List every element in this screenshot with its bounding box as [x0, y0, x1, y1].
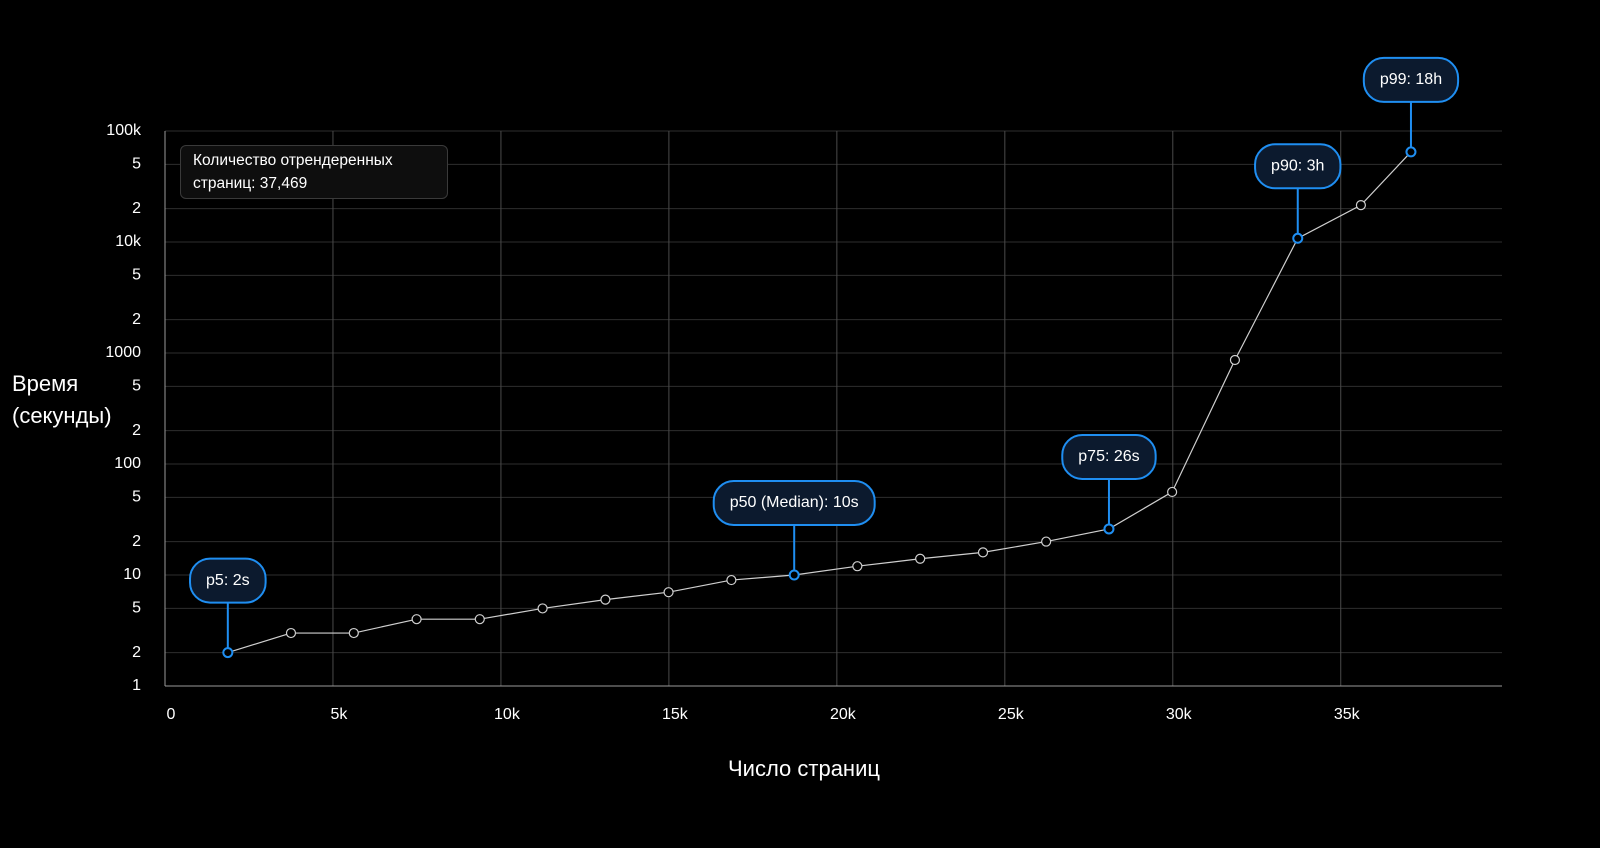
- annotation-label: p75: 26s: [1078, 448, 1139, 465]
- annotation-box: [189, 557, 267, 604]
- annotation-box: [1362, 56, 1460, 103]
- data-point: [1355, 199, 1367, 211]
- data-point: [411, 614, 422, 625]
- data-point: [852, 561, 863, 572]
- data-point: [1405, 146, 1417, 158]
- y-tick-label: 1000: [105, 344, 141, 361]
- data-line: [227, 151, 1412, 654]
- data-point: [285, 627, 297, 639]
- y-tick-label: 5: [132, 600, 141, 617]
- x-tick-label: 30k: [1166, 706, 1193, 723]
- annotation: p90: 3h: [1254, 143, 1342, 235]
- annotation: p50 (Median): 10s: [712, 480, 876, 571]
- annotation-box: [712, 480, 876, 526]
- annotation-label: p50 (Median): 10s: [730, 494, 859, 511]
- info-box: Количество отрендеренных страниц: 37,469: [180, 145, 448, 199]
- y-tick-label: 5: [132, 156, 141, 173]
- data-point: [222, 647, 234, 659]
- data-point: [1229, 354, 1241, 366]
- data-point: [726, 574, 737, 586]
- y-axis-title: Время (секунды): [12, 371, 112, 428]
- x-tick-label: 15k: [662, 706, 689, 723]
- data-point: [788, 569, 800, 581]
- x-tick-label: 25k: [998, 706, 1025, 723]
- y-tick-label: 5: [132, 378, 141, 395]
- data-point: [537, 603, 548, 614]
- data-point: [1103, 523, 1115, 535]
- annotation-label: p5: 2s: [206, 572, 250, 589]
- x-tick-label: 20k: [830, 706, 857, 723]
- annotation: p5: 2s: [189, 557, 267, 649]
- data-point: [977, 547, 989, 558]
- data-point: [1167, 486, 1178, 498]
- x-axis-title: Число страниц: [728, 756, 880, 781]
- data-point: [915, 553, 926, 564]
- annotation-box: [1254, 143, 1342, 190]
- y-tick-label: 2: [132, 311, 141, 328]
- y-tick-label: 10k: [115, 233, 142, 250]
- x-tick-label: 0: [167, 706, 176, 723]
- annotation: p99: 18h: [1362, 56, 1460, 148]
- data-point: [600, 594, 611, 605]
- y-tick-label: 10: [123, 566, 141, 583]
- data-point: [474, 614, 485, 625]
- y-tick-label: 2: [132, 644, 141, 661]
- annotation-label: p90: 3h: [1271, 158, 1324, 175]
- data-point: [348, 627, 359, 639]
- y-tick-label: 2: [132, 533, 141, 550]
- x-tick-label: 10k: [494, 706, 521, 723]
- annotation-box: [1061, 433, 1157, 480]
- y-tick-label: 2: [132, 422, 141, 439]
- y-tick-label: 1: [132, 677, 141, 694]
- data-point: [1041, 536, 1052, 547]
- y-tick-label: 5: [132, 267, 141, 284]
- y-tick-label: 5: [132, 489, 141, 506]
- x-tick-label: 35k: [1334, 706, 1361, 723]
- y-tick-label: 100k: [106, 122, 142, 139]
- data-point: [663, 587, 674, 598]
- y-tick-label: 2: [132, 200, 141, 217]
- x-tick-label: 5k: [331, 706, 349, 723]
- annotation: p75: 26s: [1061, 433, 1157, 525]
- annotation-label: p99: 18h: [1380, 71, 1442, 88]
- y-tick-label: 100: [114, 455, 141, 472]
- data-point: [1292, 232, 1304, 244]
